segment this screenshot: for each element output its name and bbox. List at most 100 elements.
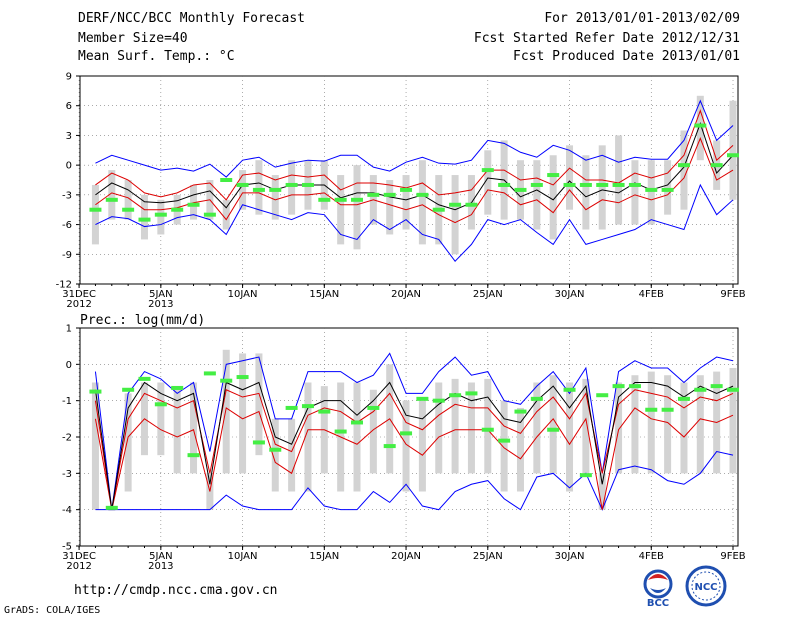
observation-marker <box>122 387 135 392</box>
observation-marker <box>318 197 331 202</box>
source-url[interactable]: http://cmdp.ncc.cma.gov.cn <box>74 583 278 598</box>
ensemble-box <box>729 367 737 474</box>
x-tick-label-year: 2013 <box>148 561 173 572</box>
y-tick-label: -5 <box>62 542 72 553</box>
ensemble-box <box>484 378 492 474</box>
x-tick-label-year: 2012 <box>66 299 91 310</box>
ensemble-box <box>124 180 132 220</box>
ensemble-box <box>549 155 557 240</box>
observation-marker <box>727 387 740 392</box>
observation-marker <box>269 447 282 452</box>
observation-marker <box>105 505 118 510</box>
x-tick-label: 5JAN <box>149 551 172 562</box>
ensemble-box <box>647 371 655 474</box>
lower-line <box>95 137 734 224</box>
ensemble-box <box>729 100 737 200</box>
y-tick-label: -12 <box>56 280 72 291</box>
observation-marker <box>351 420 364 425</box>
lower-line <box>94 407 734 510</box>
observation-marker <box>154 402 167 407</box>
ensemble-box <box>533 160 541 230</box>
ncc-logo-text: NCC <box>694 582 717 593</box>
observation-marker <box>318 409 331 414</box>
observation-marker <box>154 212 167 217</box>
observation-marker <box>481 427 494 432</box>
observation-marker <box>465 202 478 207</box>
mean-line <box>95 122 734 211</box>
ensemble-box <box>680 130 688 210</box>
observation-marker <box>334 429 347 434</box>
ensemble-box <box>598 473 606 510</box>
ensemble-box <box>222 199 230 230</box>
observation-marker <box>432 398 445 403</box>
ensemble-box <box>288 418 296 492</box>
x-tick-label: 4FEB <box>639 289 664 300</box>
ensemble-box <box>255 160 263 215</box>
x-tick-label: 9FEB <box>720 289 745 300</box>
x-tick-label: 20JAN <box>391 551 421 562</box>
observation-marker <box>596 393 609 398</box>
observation-marker <box>171 207 184 212</box>
observation-marker <box>301 182 314 187</box>
observation-marker <box>498 182 511 187</box>
x-tick-label: 15JAN <box>309 551 339 562</box>
variable-label: Mean Surf. Temp.: °C <box>78 49 235 64</box>
observation-marker <box>579 473 592 478</box>
x-tick-label: 30JAN <box>555 289 585 300</box>
observation-marker <box>367 405 380 410</box>
observation-marker <box>252 440 265 445</box>
observation-marker <box>628 384 641 389</box>
ensemble-box <box>664 160 672 215</box>
ensemble-box <box>500 400 508 492</box>
ensemble-box <box>369 389 377 474</box>
observation-marker <box>400 431 413 436</box>
y-tick-label: 6 <box>66 101 72 112</box>
ensemble-box <box>696 375 704 474</box>
ensemble-box <box>549 375 557 474</box>
ensemble-box <box>516 407 524 492</box>
ensemble-box <box>304 382 312 492</box>
fcst-produced-date: Fcst Produced Date 2013/01/01 <box>513 49 740 64</box>
ensemble-box <box>239 170 247 210</box>
ensemble-box <box>222 349 230 474</box>
grads-credit: GrADS: COLA/IGES <box>4 605 101 616</box>
ensemble-box <box>533 382 541 474</box>
ncc-logo: NCC <box>685 565 727 607</box>
observation-marker <box>449 393 462 398</box>
observation-marker <box>514 187 527 192</box>
ensemble-box <box>91 382 99 510</box>
observation-marker <box>645 187 658 192</box>
x-tick-label: 5JAN <box>149 289 172 300</box>
ensemble-box <box>337 175 345 245</box>
ensemble-box <box>124 393 132 492</box>
observation-marker <box>498 438 511 443</box>
ensemble-box <box>451 378 459 474</box>
min-line <box>95 450 734 511</box>
observation-marker <box>416 396 429 401</box>
observation-marker <box>465 391 478 396</box>
observation-marker <box>89 207 102 212</box>
observation-marker <box>187 202 200 207</box>
x-tick-label: 10JAN <box>228 289 258 300</box>
observation-marker <box>105 197 118 202</box>
observation-marker <box>530 182 543 187</box>
observation-marker <box>694 123 707 128</box>
y-tick-label: 9 <box>66 72 72 83</box>
observation-marker <box>514 409 527 414</box>
ensemble-box <box>615 382 623 474</box>
y-tick-label: -6 <box>62 220 72 231</box>
observation-marker <box>612 384 625 389</box>
ensemble-box <box>631 375 639 474</box>
observation-marker <box>334 197 347 202</box>
ensemble-box <box>615 135 623 225</box>
observation-marker <box>236 182 249 187</box>
y-tick-label: 0 <box>66 360 72 371</box>
observation-marker <box>367 192 380 197</box>
ensemble-box <box>140 194 148 240</box>
x-tick-label: 25JAN <box>473 551 503 562</box>
observation-marker <box>285 182 298 187</box>
ensemble-box <box>353 165 361 250</box>
x-tick-label: 31DEC <box>62 289 96 300</box>
observation-marker <box>416 192 429 197</box>
x-tick-label-year: 2013 <box>148 299 173 310</box>
